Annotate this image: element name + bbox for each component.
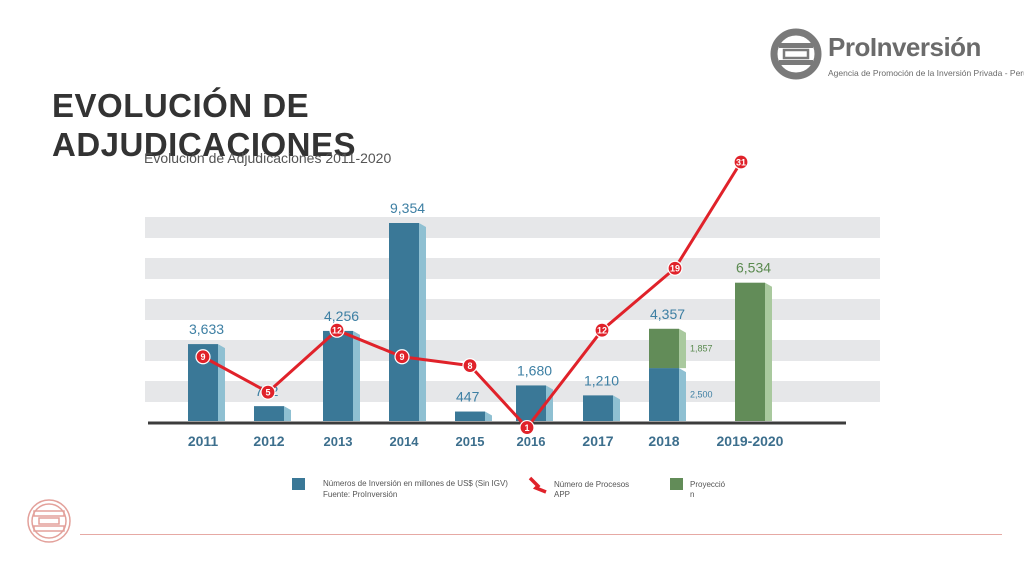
line-point-label: 12 [597, 325, 607, 335]
x-tick-label: 2018 [648, 433, 679, 449]
bar-projection [649, 328, 679, 369]
proinversion-watermark-icon [27, 499, 71, 543]
legend-swatch-investment [292, 478, 305, 490]
chart-line-series: 9 5 12 9 8 1 12 19 31 [195, 154, 749, 436]
x-tick-label: 2017 [582, 433, 613, 449]
bar-investment-side [485, 411, 492, 421]
data-label-segment: 2,500 [690, 390, 713, 400]
legend-swatch-processes [528, 476, 547, 494]
line-point [519, 419, 535, 436]
bar-investment-side [284, 406, 291, 421]
line-point [462, 358, 478, 374]
line-point-label: 5 [265, 387, 270, 397]
bar-investment [455, 411, 485, 421]
bar-investment [323, 330, 353, 421]
bar-investment [516, 385, 546, 421]
data-label: 3,633 [189, 321, 224, 337]
bar-investment [583, 395, 613, 421]
bar-investment-side [613, 395, 620, 421]
data-label: 447 [456, 389, 480, 405]
bar-investment [389, 223, 419, 421]
bar-investment [649, 368, 679, 421]
line-point [394, 349, 410, 365]
chart-title: Evolución de Adjudicaciones 2011-2020 [144, 150, 391, 166]
line-point [195, 349, 211, 365]
bar-investment-side [679, 368, 686, 421]
chart-bars [188, 223, 772, 421]
bar-investment-side [353, 330, 360, 421]
line-point [260, 384, 276, 400]
chart-value-labels: 3,6337024,2569,3544471,6801,2104,3572,50… [189, 200, 771, 405]
x-tick-label: 2019-2020 [717, 433, 784, 449]
data-label: 1,210 [584, 372, 619, 388]
data-label-segment: 1,857 [690, 343, 713, 353]
legend-swatch-projection [670, 478, 683, 490]
x-tick-label: 2011 [188, 433, 219, 449]
grid-band [145, 299, 880, 320]
x-tick-label: 2016 [517, 434, 546, 449]
bar-investment-side [218, 344, 225, 421]
logo-name: ProInversión [828, 32, 981, 62]
line-point-label: 1 [524, 423, 529, 433]
line-point [733, 154, 749, 170]
line-point-label: 31 [736, 157, 746, 167]
line-point-label: 9 [200, 352, 205, 362]
bar-projection-side [765, 282, 772, 421]
title-line-1: EVOLUCIÓN DE [52, 87, 310, 124]
data-label: 4,357 [650, 306, 685, 322]
chart-x-labels: 2011 2012 2013 2014 2015 2016 2017 2018 2019-202… [188, 433, 784, 449]
line-point-label: 8 [467, 361, 472, 371]
proinversion-logo-icon [770, 28, 822, 80]
footer-divider [80, 534, 1002, 535]
data-label: 6,534 [736, 260, 771, 276]
chart-legend: Números de Inversión en millones de US$ … [292, 476, 726, 499]
chart-source: Fuente: ProInversión [323, 490, 397, 499]
legend-label-processes-cont: APP [554, 490, 570, 499]
bar-investment [254, 406, 284, 421]
line-point [329, 322, 345, 338]
line-point [594, 322, 610, 338]
x-tick-label: 2012 [253, 433, 284, 449]
legend-label-projection: Proyecció [690, 480, 726, 489]
line-point-label: 12 [332, 325, 342, 335]
bar-investment-side [419, 223, 426, 421]
data-label: 4,256 [324, 308, 359, 324]
line-point [667, 260, 683, 276]
page-title: EVOLUCIÓN DE ADJUDICACIONES [52, 86, 452, 164]
bar-projection [735, 282, 765, 421]
data-label: 9,354 [390, 200, 425, 216]
x-tick-label: 2015 [456, 434, 485, 449]
line-point-label: 9 [399, 352, 404, 362]
x-tick-label: 2013 [324, 434, 353, 449]
data-label: 1,680 [517, 362, 552, 378]
legend-label-processes: Número de Procesos [554, 480, 629, 489]
legend-label-projection-cont: n [690, 490, 694, 499]
grid-band [145, 217, 880, 238]
grid-band [145, 258, 880, 279]
bar-projection-side [679, 328, 686, 369]
logo-tagline: Agencia de Promoción de la Inversión Pri… [828, 68, 1024, 78]
legend-label-investment: Números de Inversión en millones de US$ … [323, 479, 508, 488]
proinversion-logo: ProInversión Agencia de Promoción de la … [770, 28, 1024, 82]
title-line-2: ADJUDICACIONES [52, 126, 357, 163]
x-tick-label: 2014 [390, 434, 420, 449]
line-point-label: 19 [670, 264, 680, 274]
